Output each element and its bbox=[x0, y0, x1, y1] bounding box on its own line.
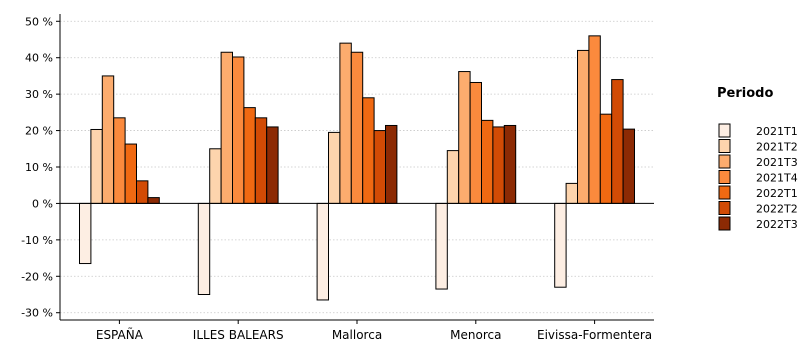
bar bbox=[577, 49, 590, 204]
bar bbox=[435, 202, 448, 290]
legend-label: 2021T3 bbox=[756, 156, 798, 169]
legend-label: 2022T3 bbox=[756, 218, 798, 231]
legend-swatch bbox=[718, 123, 731, 138]
bar bbox=[492, 126, 505, 204]
bar bbox=[220, 51, 234, 204]
legend-label: 2021T2 bbox=[756, 141, 798, 154]
bar bbox=[373, 130, 387, 204]
legend: Periodo 2021T1 2021T2 2021T3 2021T4 2022T1 20… bbox=[717, 86, 798, 231]
bar bbox=[136, 180, 149, 204]
bar bbox=[362, 97, 375, 204]
bar bbox=[113, 117, 126, 204]
y-tick-label: 20 % bbox=[25, 125, 53, 138]
bar bbox=[599, 113, 613, 204]
bar bbox=[565, 182, 578, 204]
legend-label: 2022T1 bbox=[756, 187, 798, 200]
y-tick-label: 30 % bbox=[25, 88, 53, 101]
bar bbox=[458, 71, 471, 204]
bar bbox=[316, 202, 330, 301]
bar bbox=[124, 143, 137, 204]
bar bbox=[588, 35, 601, 204]
bar bbox=[243, 107, 256, 204]
x-category-label: Mallorca bbox=[332, 328, 382, 342]
bar bbox=[611, 79, 624, 204]
y-tick-label: 0 % bbox=[32, 197, 53, 210]
bar bbox=[385, 124, 398, 204]
legend-swatch bbox=[718, 170, 731, 184]
bar bbox=[254, 117, 268, 204]
bar bbox=[209, 148, 222, 204]
y-tick-label: 50 % bbox=[25, 15, 53, 28]
bar bbox=[350, 51, 364, 204]
bar bbox=[481, 119, 494, 204]
bar bbox=[266, 126, 279, 204]
bar bbox=[197, 202, 211, 295]
x-category-label: Eivissa-Formentera bbox=[537, 328, 652, 342]
bar bbox=[469, 81, 483, 204]
axes: -30 % -20 % -10 % 0 % 10 % 20 % 30 % 40 % 50 % ES… bbox=[21, 14, 654, 342]
x-category-label: ESPAÑA bbox=[96, 327, 144, 342]
bar bbox=[339, 42, 352, 204]
bar bbox=[147, 197, 160, 204]
bar bbox=[503, 124, 517, 204]
legend-swatch bbox=[718, 216, 731, 231]
y-tick-label: 10 % bbox=[25, 161, 53, 174]
legend-label: 2021T4 bbox=[756, 172, 798, 185]
bar bbox=[232, 56, 245, 204]
y-tick-label: -20 % bbox=[21, 270, 53, 283]
legend-swatch bbox=[718, 185, 731, 200]
bar bbox=[622, 128, 635, 204]
legend-swatch bbox=[718, 139, 731, 153]
legend-swatch bbox=[718, 154, 731, 169]
bar bbox=[90, 128, 103, 204]
bar bbox=[79, 202, 92, 265]
x-category-label: ILLES BALEARS bbox=[193, 328, 284, 342]
y-tick-label: -10 % bbox=[21, 234, 53, 247]
bar bbox=[101, 75, 115, 204]
bars bbox=[79, 35, 635, 301]
legend-label: 2022T2 bbox=[756, 203, 798, 216]
x-category-label: Menorca bbox=[450, 328, 501, 342]
legend-title: Periodo bbox=[717, 86, 773, 101]
y-tick-label: -30 % bbox=[21, 307, 53, 320]
bar bbox=[554, 202, 567, 288]
y-tick-label: 40 % bbox=[25, 52, 53, 65]
bar bbox=[328, 131, 341, 204]
bar bbox=[446, 150, 460, 204]
legend-swatch bbox=[718, 201, 731, 215]
legend-label: 2021T1 bbox=[756, 125, 798, 138]
